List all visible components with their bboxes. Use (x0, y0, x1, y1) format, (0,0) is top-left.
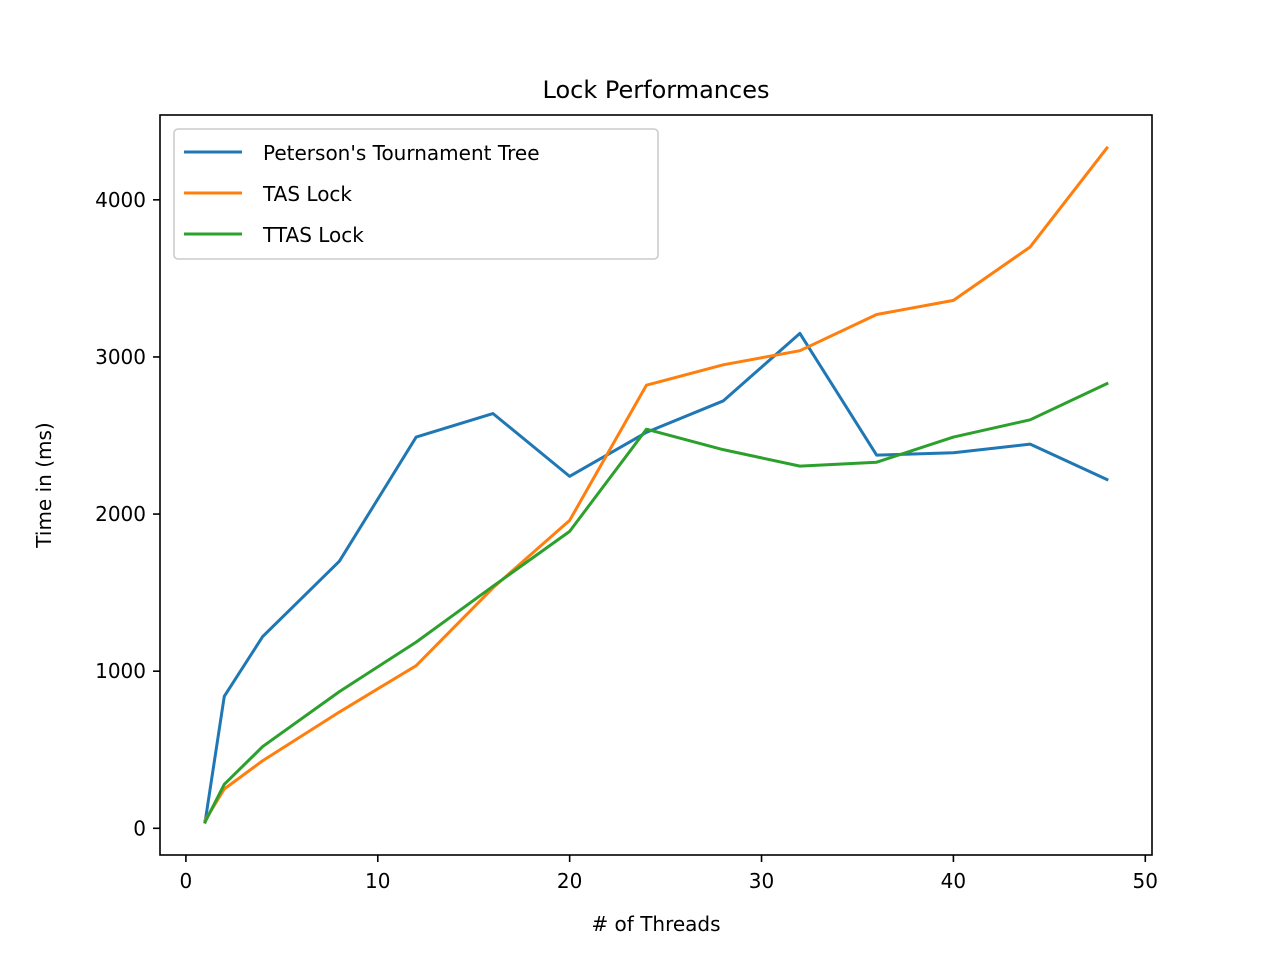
x-axis: 0 10 20 30 40 50 (180, 855, 1158, 893)
legend-label-tas-lock: TAS Lock (262, 182, 352, 206)
x-tick-label: 30 (749, 869, 774, 893)
x-tick-label: 50 (1133, 869, 1158, 893)
legend: Peterson's Tournament Tree TAS Lock TTAS L… (173, 128, 659, 260)
x-tick-label: 20 (557, 869, 582, 893)
y-axis-label: Time in (ms) (32, 422, 56, 548)
legend-label-peterson-s-tournament-tree: Peterson's Tournament Tree (263, 141, 540, 165)
legend-label-ttas-lock: TTAS Lock (262, 223, 364, 247)
x-tick-label: 40 (941, 869, 966, 893)
series-layer (203, 145, 1110, 825)
legend-entries: Peterson's Tournament Tree TAS Lock TTAS L… (184, 141, 540, 247)
legend-box (173, 128, 659, 260)
y-tick-label: 4000 (95, 188, 146, 212)
y-tick-label: 2000 (95, 502, 146, 526)
chart-title: Lock Performances (543, 76, 770, 104)
y-tick-label: 3000 (95, 345, 146, 369)
x-tick-label: 10 (365, 869, 390, 893)
x-axis-label: # of Threads (591, 912, 720, 936)
series-line-ttas-lock (203, 381, 1109, 825)
x-tick-label: 0 (180, 869, 193, 893)
plot-frame (159, 114, 1153, 856)
y-axis: 0 1000 2000 3000 4000 (95, 188, 160, 840)
series-line-tas-lock (203, 145, 1110, 823)
y-tick-label: 1000 (95, 659, 146, 683)
y-tick-label: 0 (133, 816, 146, 840)
